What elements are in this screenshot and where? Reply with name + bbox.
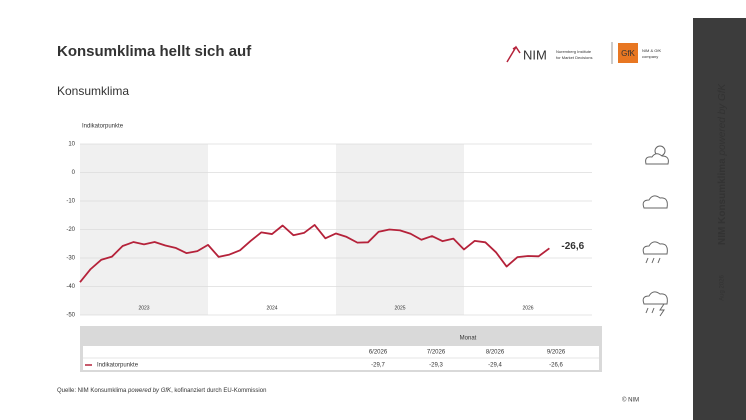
logo-sub: company <box>642 54 658 59</box>
logo-sub: for Market Decisions <box>556 55 592 60</box>
y-tick-label: -30 <box>66 256 75 262</box>
logo-sub: Nuremberg Institute <box>556 49 592 54</box>
logo-sub: NIM & GfK <box>642 48 661 53</box>
sidebar <box>693 18 746 420</box>
table-column: 7/2026 <box>427 350 446 356</box>
logo-gfk-box <box>618 43 638 63</box>
logo-gfk: GfK <box>621 49 635 58</box>
table-column: 8/2026 <box>486 350 505 356</box>
x-tick-label: 2023 <box>138 305 149 311</box>
sidebar-title-italic: powered by GfK <box>717 82 728 156</box>
legend-label: Indikatorpunkte <box>97 363 139 369</box>
table-cell: -26,6 <box>549 363 563 369</box>
x-tick-label: 2025 <box>394 305 405 311</box>
data-line <box>79 224 550 283</box>
end-label: -26,6 <box>561 241 584 252</box>
y-axis-label: Indikatorpunkte <box>82 124 124 130</box>
source-part: Quelle: NIM Konsumklima <box>57 388 128 394</box>
y-tick-label: -20 <box>66 227 75 233</box>
table-cell: -29,3 <box>429 363 443 369</box>
table-header: Monat <box>460 336 477 342</box>
sidebar-title-main: NIM Konsumklima <box>717 158 728 245</box>
plot <box>80 143 592 316</box>
y-tick-label: -10 <box>66 199 75 205</box>
table-column: 9/2026 <box>547 350 566 356</box>
table-column: 6/2026 <box>369 350 388 356</box>
y-tick-label: 10 <box>68 142 75 148</box>
chart-title: Konsumklima <box>57 84 129 98</box>
sidebar-date: Aug 2026 <box>720 274 726 300</box>
x-tick-label: 2024 <box>266 305 277 311</box>
table-cell: -29,4 <box>488 363 502 369</box>
x-tick-label: 2026 <box>522 305 533 311</box>
copyright: © NIM <box>622 397 639 404</box>
cloud-icon <box>645 153 669 165</box>
y-tick-label: -50 <box>66 313 75 319</box>
storm-icon <box>642 291 668 317</box>
weather-icons <box>642 145 669 317</box>
source-part: , kofinanziert durch EU-Kommission <box>171 388 266 394</box>
slide-title: Konsumklima hellt sich auf <box>57 43 252 60</box>
cloud-icon <box>642 195 668 209</box>
table-cell: -29,7 <box>371 363 385 369</box>
logo-nim: NIM <box>523 47 547 62</box>
y-tick-label: 0 <box>72 170 76 176</box>
source: Quelle: NIM Konsumklima powered by GfK, … <box>57 388 266 394</box>
rain-icon <box>642 241 668 264</box>
sidebar-title: NIM Konsumklima powered by GfK <box>717 82 728 245</box>
y-tick-label: -40 <box>66 284 75 290</box>
source-part: powered by GfK <box>127 388 172 394</box>
logo: NIM Nuremberg Institute for Market Decis… <box>506 42 661 64</box>
logo-icon <box>506 45 521 63</box>
